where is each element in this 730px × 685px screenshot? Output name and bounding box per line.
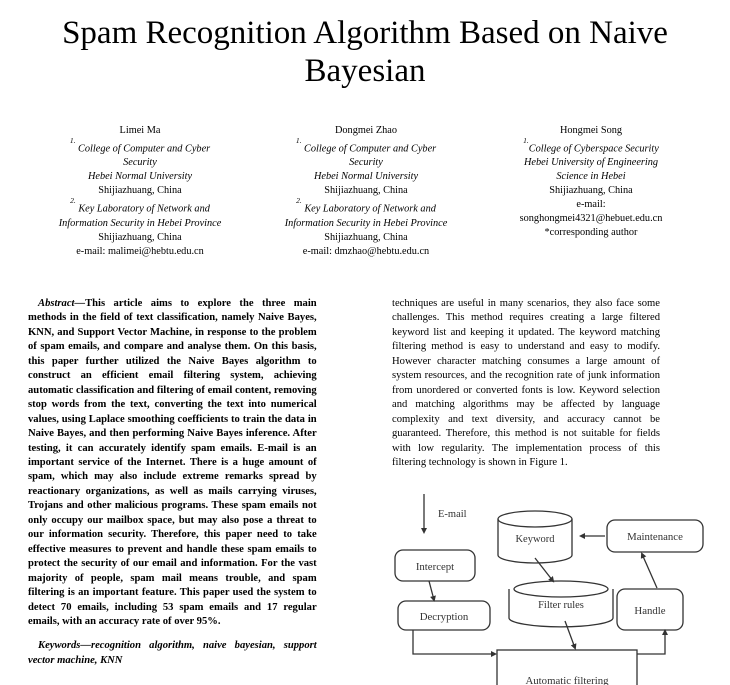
- svg-text:Handle: Handle: [634, 605, 665, 617]
- svg-text:Intercept: Intercept: [416, 561, 454, 573]
- svg-text:E-mail: E-mail: [438, 509, 467, 520]
- svg-text:Maintenance: Maintenance: [627, 531, 683, 543]
- svg-text:Keyword: Keyword: [515, 534, 555, 545]
- svg-text:Decryption: Decryption: [420, 611, 469, 623]
- svg-text:Automatic filtering: Automatic filtering: [525, 675, 609, 685]
- svg-text:Filter rules: Filter rules: [538, 600, 584, 611]
